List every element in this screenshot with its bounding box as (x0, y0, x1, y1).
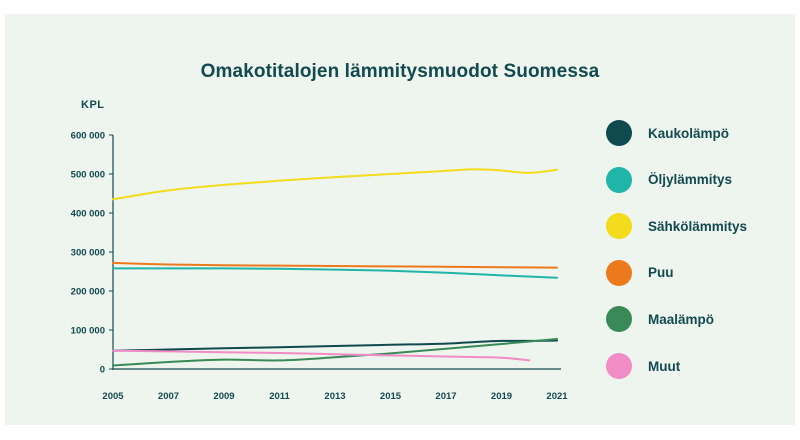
legend-swatch (606, 213, 632, 240)
y-tick-label: 0 (100, 365, 105, 376)
x-tick-label: 2013 (324, 391, 345, 402)
legend-label: Kaukolämpö (648, 125, 730, 141)
x-tick-label: 2009 (213, 391, 234, 402)
series-line-5 (112, 349, 531, 362)
y-tick-label: 600 000 (71, 131, 105, 142)
chart-title: Omakotitalojen lämmitysmuodot Suomessa (200, 61, 600, 82)
legend-label: Maalämpö (648, 311, 715, 327)
x-tick-label: 2015 (380, 391, 402, 402)
legend-label: Muut (648, 358, 681, 374)
legend-item: Kaukolämpö (606, 118, 729, 148)
legend-item: Puu (606, 258, 674, 288)
legend-item: Maalämpö (606, 304, 714, 334)
legend-label: Öljylämmitys (648, 172, 733, 188)
series-line-3 (112, 261, 558, 269)
x-tick-label: 2017 (435, 391, 456, 402)
x-tick-label: 2005 (102, 391, 124, 402)
y-tick-label: 300 000 (71, 248, 105, 259)
series-line-0 (112, 339, 558, 352)
y-tick-label: 400 000 (71, 209, 105, 220)
x-tick-label: 2007 (158, 391, 179, 402)
legend-swatch (606, 306, 632, 333)
legend-swatch (606, 259, 632, 286)
y-axis-label: KPL (81, 99, 105, 111)
legend-item: Sähkölämmitys (606, 211, 747, 241)
legend-swatch (606, 120, 632, 146)
x-tick-label: 2019 (491, 391, 512, 402)
legend-swatch (606, 353, 632, 379)
y-tick-label: 200 000 (71, 287, 105, 298)
y-tick-label: 500 000 (71, 170, 105, 181)
series-line-1 (112, 267, 558, 279)
legend-item: Muut (606, 351, 680, 381)
x-tick-label: 2021 (546, 391, 568, 402)
legend-item: Öljylämmitys (606, 165, 732, 195)
legend-label: Sähkölämmitys (648, 218, 748, 234)
legend-swatch (606, 166, 632, 193)
y-tick-label: 100 000 (71, 326, 105, 337)
series-line-2 (112, 168, 558, 201)
series-lines (112, 168, 558, 367)
axes: 0 100 000 200 000 300 000 400 000 500 000 600 … (71, 131, 569, 403)
legend-label: Puu (648, 265, 674, 281)
series-line-4 (112, 338, 558, 367)
x-tick-label: 2011 (269, 391, 290, 402)
